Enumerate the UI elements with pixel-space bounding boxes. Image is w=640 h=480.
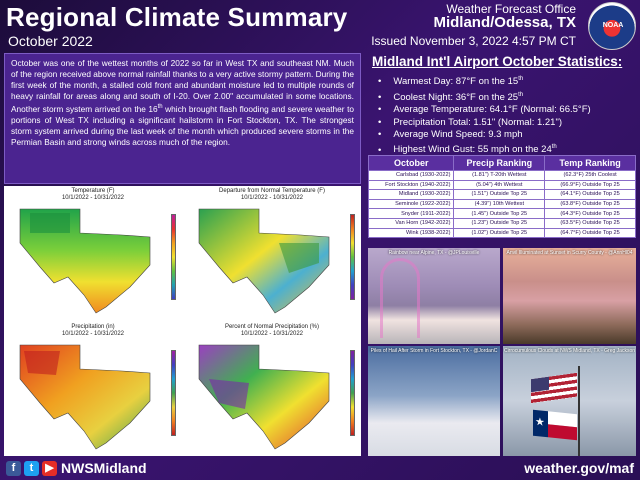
ranking-table: October Precip Ranking Temp Ranking Carl… <box>367 155 636 239</box>
map-title: Precipitation (in) <box>71 324 115 330</box>
us-flag-icon <box>531 372 577 404</box>
stat-avg-wind: Average Wind Speed: 9.3 mph <box>378 129 591 141</box>
photo-caption: Anvil Illuminated at Sunset in Scurry Co… <box>506 250 633 256</box>
office-label: Weather Forecast Office <box>446 2 576 16</box>
temperature-map: Temperature (F) 10/1/2022 - 10/31/2022 <box>4 186 182 320</box>
temperature-colorbar <box>171 214 176 300</box>
rainbow-icon <box>380 258 420 338</box>
stat-coolest-night: Coolest Night: 36°F on the 25th <box>378 89 591 105</box>
precipitation-map: Precipitation (in) 10/1/2022 - 10/31/2022 <box>4 322 182 456</box>
texas-temperature-map-icon <box>19 208 151 314</box>
texas-flag-icon: ★ <box>533 409 577 441</box>
table-header-row: October Precip Ranking Temp Ranking <box>367 155 636 171</box>
map-dates: 10/1/2022 - 10/31/2022 <box>61 195 125 201</box>
table-row: Carlsbad (1930-2022) (1.81") T-20th Wette… <box>367 170 636 181</box>
table-row: Seminole (1922-2022) (4.39") 10th Wettest… <box>367 198 636 210</box>
climate-maps: Temperature (F) 10/1/2022 - 10/31/2022 De… <box>4 186 361 456</box>
table-row: Midland (1930-2022) (1.51") Outside Top 2… <box>367 189 636 200</box>
flagpole-icon <box>578 366 580 456</box>
header: Regional Climate Summary October 2022 We… <box>0 0 640 52</box>
table-row: Snyder (1911-2022) (1.45") Outside Top 25… <box>367 208 636 219</box>
photo-caption: Rainbow near Alpine, TX - @JPLouisville <box>388 250 480 256</box>
percent-colorbar <box>350 350 355 436</box>
table-row: Fort Stockton (1940-2022) (5.04") 4th Wet… <box>367 179 636 191</box>
map-title: Departure from Normal Temperature (F) <box>219 188 325 194</box>
texas-departure-map-icon <box>198 208 330 314</box>
map-dates: 10/1/2022 - 10/31/2022 <box>240 331 304 337</box>
narrative-sup: th <box>157 104 163 111</box>
col-header-precip: Precip Ranking <box>453 155 546 171</box>
stats-title: Midland Int'l Airport October Statistics… <box>372 54 623 69</box>
photo-rainbow: Rainbow near Alpine, TX - @JPLouisville <box>368 248 500 344</box>
table-row: Van Horn (1942-2022) (1.23") Outside Top … <box>367 217 636 229</box>
footer: f t ▶ NWSMidland weather.gov/maf <box>0 458 640 480</box>
page-title: Regional Climate Summary <box>6 2 348 32</box>
col-header-temp: Temp Ranking <box>544 155 636 171</box>
office-name: Midland/Odessa, TX <box>433 14 576 31</box>
logo-text: NOAA <box>602 22 624 29</box>
stat-highest-gust: Highest Wind Gust: 55 mph on the 24th <box>378 141 591 157</box>
social-handle[interactable]: NWSMidland <box>61 460 147 476</box>
twitter-icon[interactable]: t <box>24 461 39 476</box>
facebook-icon[interactable]: f <box>6 461 21 476</box>
narrative-panel: October was one of the wettest months of… <box>4 53 361 184</box>
table-row: Wink (1938-2022) (1.02") Outside Top 25 (6… <box>367 227 636 239</box>
youtube-icon[interactable]: ▶ <box>42 461 57 476</box>
precip-colorbar <box>171 350 176 436</box>
texas-precip-map-icon <box>19 344 151 450</box>
map-title: Temperature (F) <box>71 188 115 194</box>
map-dates: 10/1/2022 - 10/31/2022 <box>61 331 125 337</box>
photo-anvil-sunset: Anvil Illuminated at Sunset in Scurry Co… <box>503 248 636 344</box>
map-title: Percent of Normal Precipitation (%) <box>224 324 320 330</box>
stats-list: Warmest Day: 87°F on the 15th Coolest Ni… <box>378 73 591 157</box>
noaa-logo-icon: NOAA <box>588 2 636 50</box>
page-subtitle: October 2022 <box>8 33 93 49</box>
issued-timestamp: Issued November 3, 2022 4:57 PM CT <box>371 34 576 48</box>
photo-hail-piles: Piles of Hail After Storm in Fort Stockt… <box>368 346 500 456</box>
percent-normal-precip-map: Percent of Normal Precipitation (%) 10/1/… <box>183 322 361 456</box>
narrative-text-2: which brought flash flooding and severe … <box>11 104 354 148</box>
departure-colorbar <box>350 214 355 300</box>
photo-caption: Cirrocumulous Clouds at NWS Midland, TX … <box>503 348 636 354</box>
stat-precip-total: Precipitation Total: 1.51" (Normal: 1.21… <box>378 117 591 129</box>
temp-departure-map: Departure from Normal Temperature (F) 10/… <box>183 186 361 320</box>
map-dates: 10/1/2022 - 10/31/2022 <box>240 195 304 201</box>
texas-percent-precip-map-icon <box>198 344 330 450</box>
stat-average-temp: Average Temperature: 64.1°F (Normal: 66.… <box>378 104 590 116</box>
photo-cirrocumulus-flags: ★ Cirrocumulous Clouds at NWS Midland, T… <box>503 346 636 456</box>
narrative-text-1: October was one of the wettest months of… <box>11 58 354 115</box>
website-link[interactable]: weather.gov/maf <box>524 460 634 476</box>
photo-caption: Piles of Hail After Storm in Fort Stockt… <box>370 348 498 354</box>
col-header-station: October <box>367 155 455 171</box>
stat-warmest-day: Warmest Day: 87°F on the 15th <box>378 73 591 89</box>
